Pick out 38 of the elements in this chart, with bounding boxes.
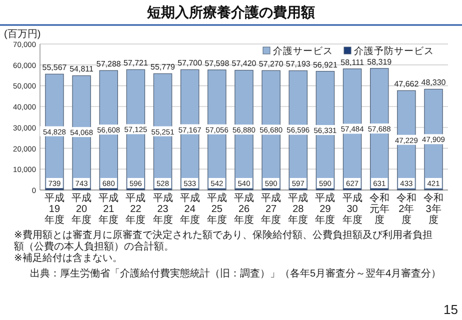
total-label: 57,700 (178, 58, 203, 68)
x-tick-label: 平成19年度 (44, 192, 64, 226)
x-tick-label: 平成28年度 (288, 192, 308, 226)
x-tick-label: 令和元年度 (369, 192, 390, 226)
total-label: 56,921 (312, 60, 338, 70)
x-tick-label: 平成22年度 (126, 192, 146, 226)
total-label: 55,567 (42, 63, 68, 72)
x-tick-label: 平成23年度 (152, 192, 173, 226)
x-tick-label: 平成26年度 (234, 192, 254, 226)
total-label: 58,319 (367, 57, 392, 66)
x-tick-label: 平成25年度 (206, 192, 227, 226)
total-label: 57,288 (96, 60, 122, 69)
text: 15 (444, 302, 458, 317)
total-label: 57,193 (286, 60, 311, 69)
chart-title: 短期入所療養介護の費用額 (146, 4, 315, 20)
total-label: 48,330 (421, 78, 446, 88)
x-tick-label: 平成29年度 (315, 192, 336, 226)
y-axis-title: (百万円) (4, 29, 41, 40)
legend-label: 介護予防サービス (354, 45, 434, 57)
x-tick-label: 平成27年度 (261, 192, 282, 226)
text: ※補足給付は含まない。 (14, 252, 122, 264)
total-label: 55,779 (150, 62, 176, 72)
total-label: 57,270 (258, 60, 284, 69)
total-label: 47,662 (394, 80, 420, 89)
legend-label: 介護サービス (273, 45, 333, 57)
total-label: 57,420 (232, 59, 257, 68)
total-label: 54,811 (70, 64, 94, 74)
total-label: 57,721 (123, 58, 148, 68)
source-note: 出典：厚生労働省「介護給付費実態統計（旧：調査）」（各年5月審査分～翌年4月審査分） (30, 268, 442, 280)
x-tick-label: 平成20年度 (72, 192, 92, 226)
x-tick-label: 平成24年度 (180, 192, 200, 226)
x-tick-label: 平成21年度 (98, 192, 119, 226)
x-tick-label: 令和3年度 (424, 192, 444, 226)
total-label: 57,598 (204, 58, 230, 68)
total-label: 58,111 (340, 58, 364, 67)
text: ※費用額とは審査月に原審査で決定された額であり、保険給付額、公費負担額及び利用者負担額（公費の本人負担額）の合計額。 (14, 229, 432, 252)
x-tick-label: 令和2年度 (396, 192, 416, 226)
x-tick-label: 平成30年度 (342, 192, 362, 226)
